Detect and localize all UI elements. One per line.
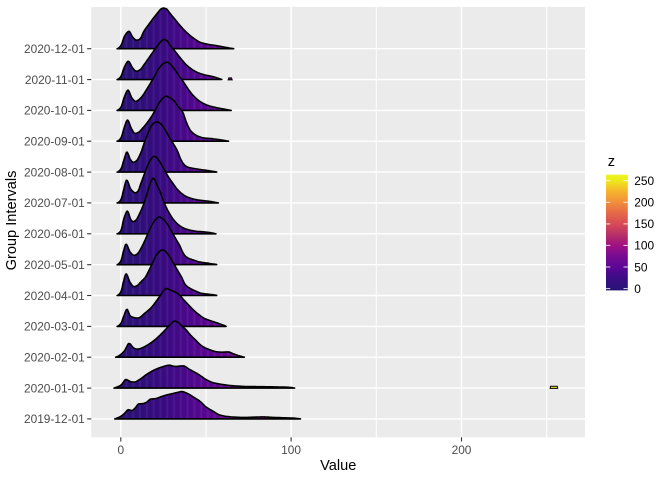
- svg-text:100: 100: [281, 443, 301, 457]
- svg-text:2019-12-01: 2019-12-01: [24, 412, 85, 426]
- svg-text:Value: Value: [320, 458, 356, 474]
- svg-text:0: 0: [634, 282, 641, 296]
- svg-text:2020-02-01: 2020-02-01: [24, 351, 85, 365]
- svg-text:250: 250: [634, 174, 654, 188]
- svg-text:2020-11-01: 2020-11-01: [25, 73, 85, 87]
- svg-text:2020-04-01: 2020-04-01: [24, 289, 85, 303]
- svg-text:150: 150: [634, 217, 654, 231]
- svg-text:2020-08-01: 2020-08-01: [24, 165, 85, 179]
- svg-text:2020-10-01: 2020-10-01: [24, 104, 85, 118]
- svg-text:2020-01-01: 2020-01-01: [24, 381, 85, 395]
- svg-text:200: 200: [634, 196, 654, 210]
- svg-text:2020-09-01: 2020-09-01: [24, 135, 85, 149]
- svg-text:2020-05-01: 2020-05-01: [24, 258, 85, 272]
- svg-text:50: 50: [634, 260, 648, 274]
- svg-text:0: 0: [117, 443, 124, 457]
- svg-text:100: 100: [634, 239, 654, 253]
- svg-text:2020-12-01: 2020-12-01: [24, 42, 85, 56]
- svg-text:2020-07-01: 2020-07-01: [24, 196, 85, 210]
- svg-text:200: 200: [452, 443, 472, 457]
- svg-text:2020-06-01: 2020-06-01: [24, 227, 85, 241]
- svg-text:2020-03-01: 2020-03-01: [24, 320, 85, 334]
- svg-text:z: z: [608, 154, 615, 170]
- svg-text:Group Intervals: Group Intervals: [4, 171, 20, 271]
